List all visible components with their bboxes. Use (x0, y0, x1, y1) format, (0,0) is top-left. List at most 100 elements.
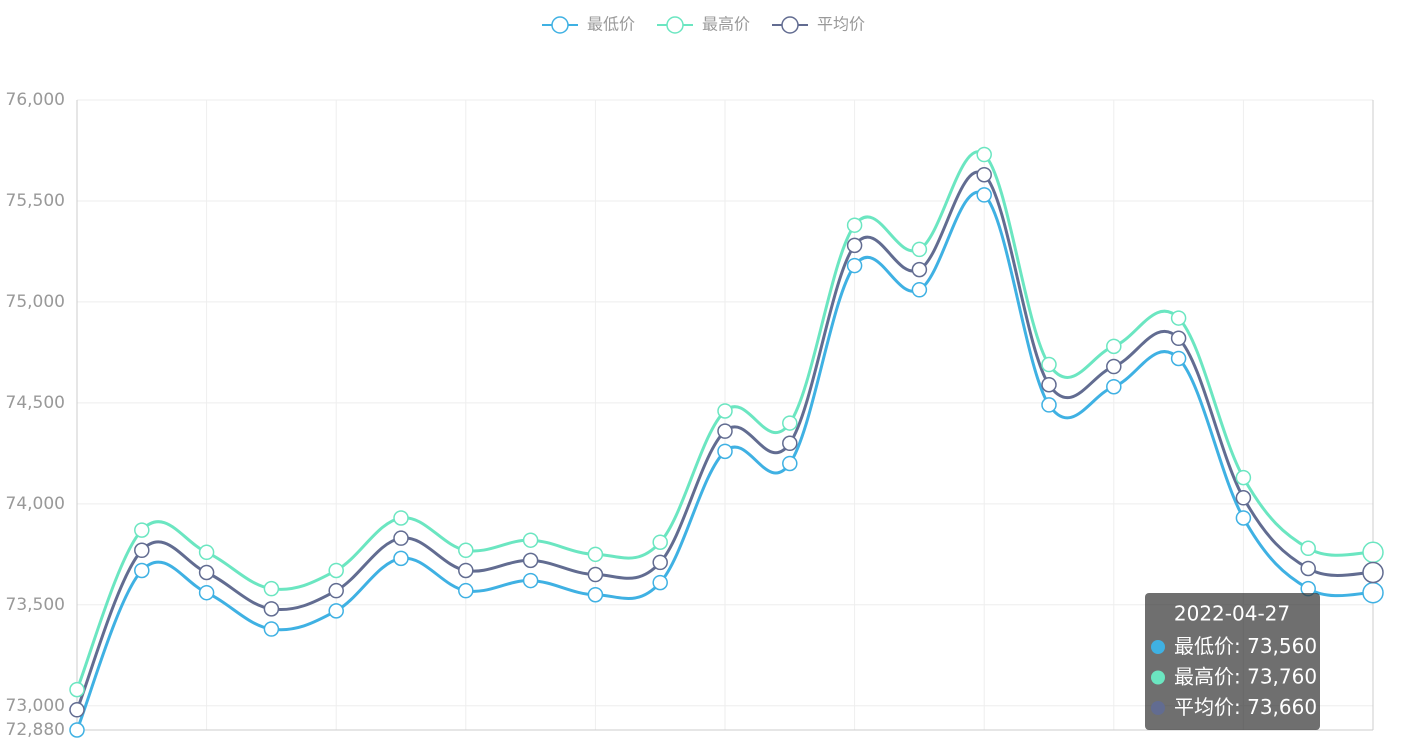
data-point[interactable] (846, 237, 863, 254)
y-tick-label: 74,000 (6, 494, 65, 514)
data-point[interactable] (134, 542, 150, 559)
data-point[interactable] (1106, 338, 1122, 355)
data-point[interactable] (263, 601, 280, 617)
data-point[interactable] (976, 146, 992, 163)
legend-label[interactable]: 平均价 (817, 15, 865, 34)
data-point[interactable] (846, 257, 863, 274)
legend-label[interactable]: 最低价 (587, 15, 635, 34)
tooltip-row: 最低价: 73,560 (1174, 634, 1317, 658)
data-point[interactable] (1300, 560, 1316, 577)
tooltip-series-name: 最高价 (1174, 664, 1234, 688)
tooltip-separator: : (1234, 634, 1247, 658)
tooltip-dot (1151, 640, 1165, 654)
tooltip-dot (1151, 670, 1165, 685)
data-point[interactable] (587, 566, 604, 583)
data-point[interactable] (911, 241, 928, 258)
data-point[interactable] (69, 702, 85, 718)
legend-icon[interactable] (551, 16, 569, 34)
data-point[interactable] (1041, 397, 1057, 413)
tooltip-series-name: 最低价 (1174, 634, 1234, 658)
legend-label[interactable]: 最高价 (702, 15, 750, 34)
tooltip-value: 73,560 (1247, 634, 1317, 658)
tooltip-series-name: 平均价 (1174, 695, 1234, 719)
data-point[interactable] (846, 217, 863, 233)
data-point[interactable] (522, 572, 539, 589)
data-point[interactable] (782, 415, 798, 431)
tooltip: 2022-04-27 最低价: 73,560 最高价: 73,760 平均价: 73,… (1145, 593, 1320, 730)
data-point[interactable] (1235, 490, 1252, 506)
tooltip-separator: : (1234, 695, 1247, 719)
data-point[interactable] (1170, 350, 1187, 367)
tooltip-title: 2022-04-27 (1174, 602, 1290, 626)
data-point[interactable] (976, 187, 992, 203)
tooltip-value: 73,660 (1247, 695, 1317, 719)
data-point[interactable] (328, 582, 344, 599)
data-point[interactable] (1362, 581, 1384, 604)
data-point[interactable] (911, 282, 928, 298)
data-point[interactable] (458, 562, 474, 579)
data-point[interactable] (911, 261, 928, 278)
data-point[interactable] (782, 435, 798, 452)
y-tick-label: 75,500 (6, 191, 65, 211)
legend: 最低价 最高价 平均价 (542, 15, 865, 34)
y-tick-label: 72,880 (6, 720, 65, 740)
data-point[interactable] (393, 510, 409, 526)
data-point[interactable] (134, 522, 150, 538)
data-point[interactable] (69, 722, 85, 738)
series-line (75, 170, 1374, 711)
data-point[interactable] (263, 621, 280, 637)
data-point[interactable] (717, 443, 733, 460)
tooltip-row: 平均价: 73,660 (1174, 695, 1317, 719)
y-tick-label: 73,500 (6, 595, 65, 615)
data-point[interactable] (1106, 358, 1122, 375)
data-point[interactable] (522, 532, 539, 548)
data-point[interactable] (782, 455, 798, 472)
data-point[interactable] (652, 574, 668, 591)
data-point[interactable] (976, 166, 992, 183)
data-point[interactable] (1300, 540, 1316, 557)
data-point[interactable] (1041, 376, 1057, 393)
series-line (75, 150, 1374, 691)
data-point[interactable] (263, 580, 280, 597)
data-point[interactable] (198, 544, 215, 561)
data-point[interactable] (717, 423, 733, 439)
data-point[interactable] (1362, 561, 1384, 584)
y-tick-label: 74,500 (6, 393, 65, 413)
tooltip-value: 73,760 (1247, 664, 1317, 688)
tooltip-separator: : (1234, 664, 1247, 688)
data-point[interactable] (652, 534, 668, 550)
data-point[interactable] (198, 564, 215, 581)
y-tick-label: 73,000 (6, 696, 65, 716)
data-point[interactable] (522, 552, 539, 569)
data-point[interactable] (458, 582, 474, 599)
data-point[interactable] (1362, 541, 1384, 564)
series-line (75, 190, 1374, 731)
data-point[interactable] (652, 554, 668, 571)
y-tick-label: 75,000 (6, 292, 65, 312)
data-point[interactable] (1235, 469, 1252, 486)
data-point[interactable] (328, 562, 344, 579)
data-point[interactable] (1041, 356, 1057, 373)
data-point[interactable] (69, 681, 85, 698)
data-point[interactable] (587, 546, 604, 563)
data-point[interactable] (1170, 310, 1187, 326)
data-point[interactable] (1106, 378, 1122, 395)
data-point[interactable] (1170, 330, 1187, 347)
data-point[interactable] (717, 403, 733, 419)
data-point[interactable] (328, 603, 344, 619)
data-point[interactable] (134, 562, 150, 579)
data-point[interactable] (1235, 510, 1252, 526)
lines-layer (69, 146, 1384, 738)
data-point[interactable] (393, 550, 409, 567)
tooltip-box (1145, 593, 1320, 730)
legend-icon[interactable] (666, 16, 684, 34)
tooltip-dot (1151, 701, 1165, 715)
data-point[interactable] (587, 586, 604, 603)
legend-icon[interactable] (781, 16, 799, 34)
tooltip-row: 最高价: 73,760 (1174, 664, 1317, 688)
data-point[interactable] (458, 542, 474, 559)
data-point[interactable] (393, 530, 409, 546)
data-point[interactable] (198, 584, 215, 601)
